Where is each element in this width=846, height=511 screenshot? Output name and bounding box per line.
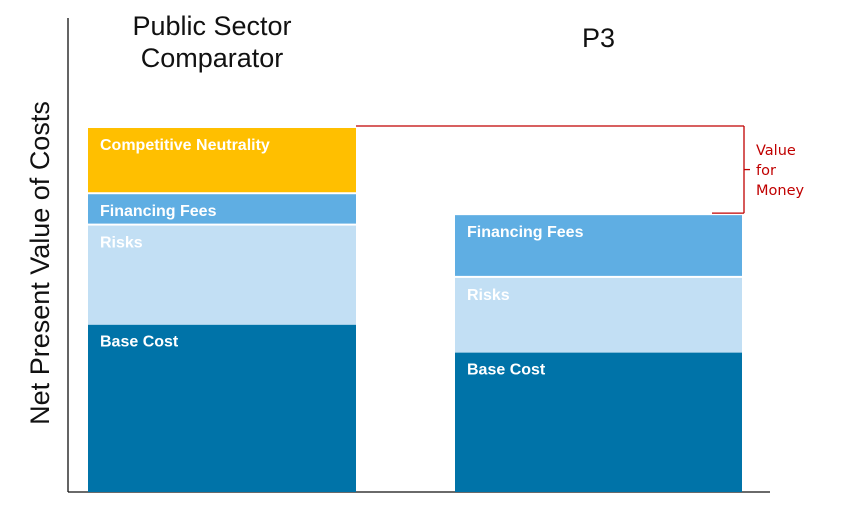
bar-segment-1-competitive-neutrality	[88, 128, 356, 193]
segment-label-1-financing-fees: Financing Fees	[100, 203, 217, 220]
segment-label-2-base-cost: Base Cost	[467, 362, 546, 379]
value-for-money-annotation: Value for Money	[356, 125, 804, 214]
column-header-1: Public Sector	[132, 11, 291, 41]
segment-label-2-risks: Risks	[467, 287, 510, 304]
bar-segment-2-base-cost	[455, 352, 742, 492]
bar-segment-2-financing-fees	[455, 215, 742, 276]
bars: Base Cost Risks Financing Fees Competitive …	[88, 128, 742, 492]
column-header-1: Comparator	[141, 43, 284, 73]
column-header-2: P3	[582, 23, 615, 53]
segment-label-2-financing-fees: Financing Fees	[467, 224, 584, 241]
annotation-line-1: Value	[756, 143, 796, 159]
bar-segment-2-risks	[455, 277, 742, 353]
annotation-line-2: for	[756, 163, 776, 179]
segment-label-1-base-cost: Base Cost	[100, 334, 179, 351]
bar-segment-1-risks	[88, 225, 356, 325]
annotation-line-3: Money	[756, 183, 804, 199]
y-axis-label: Net Present Value of Costs	[25, 101, 55, 425]
bar-segment-1-financing-fees	[88, 194, 356, 224]
segment-label-1-risks: Risks	[100, 235, 143, 252]
bar-segment-1-base-cost	[88, 324, 356, 492]
segment-label-1-competitive-neutrality: Competitive Neutrality	[100, 137, 270, 154]
